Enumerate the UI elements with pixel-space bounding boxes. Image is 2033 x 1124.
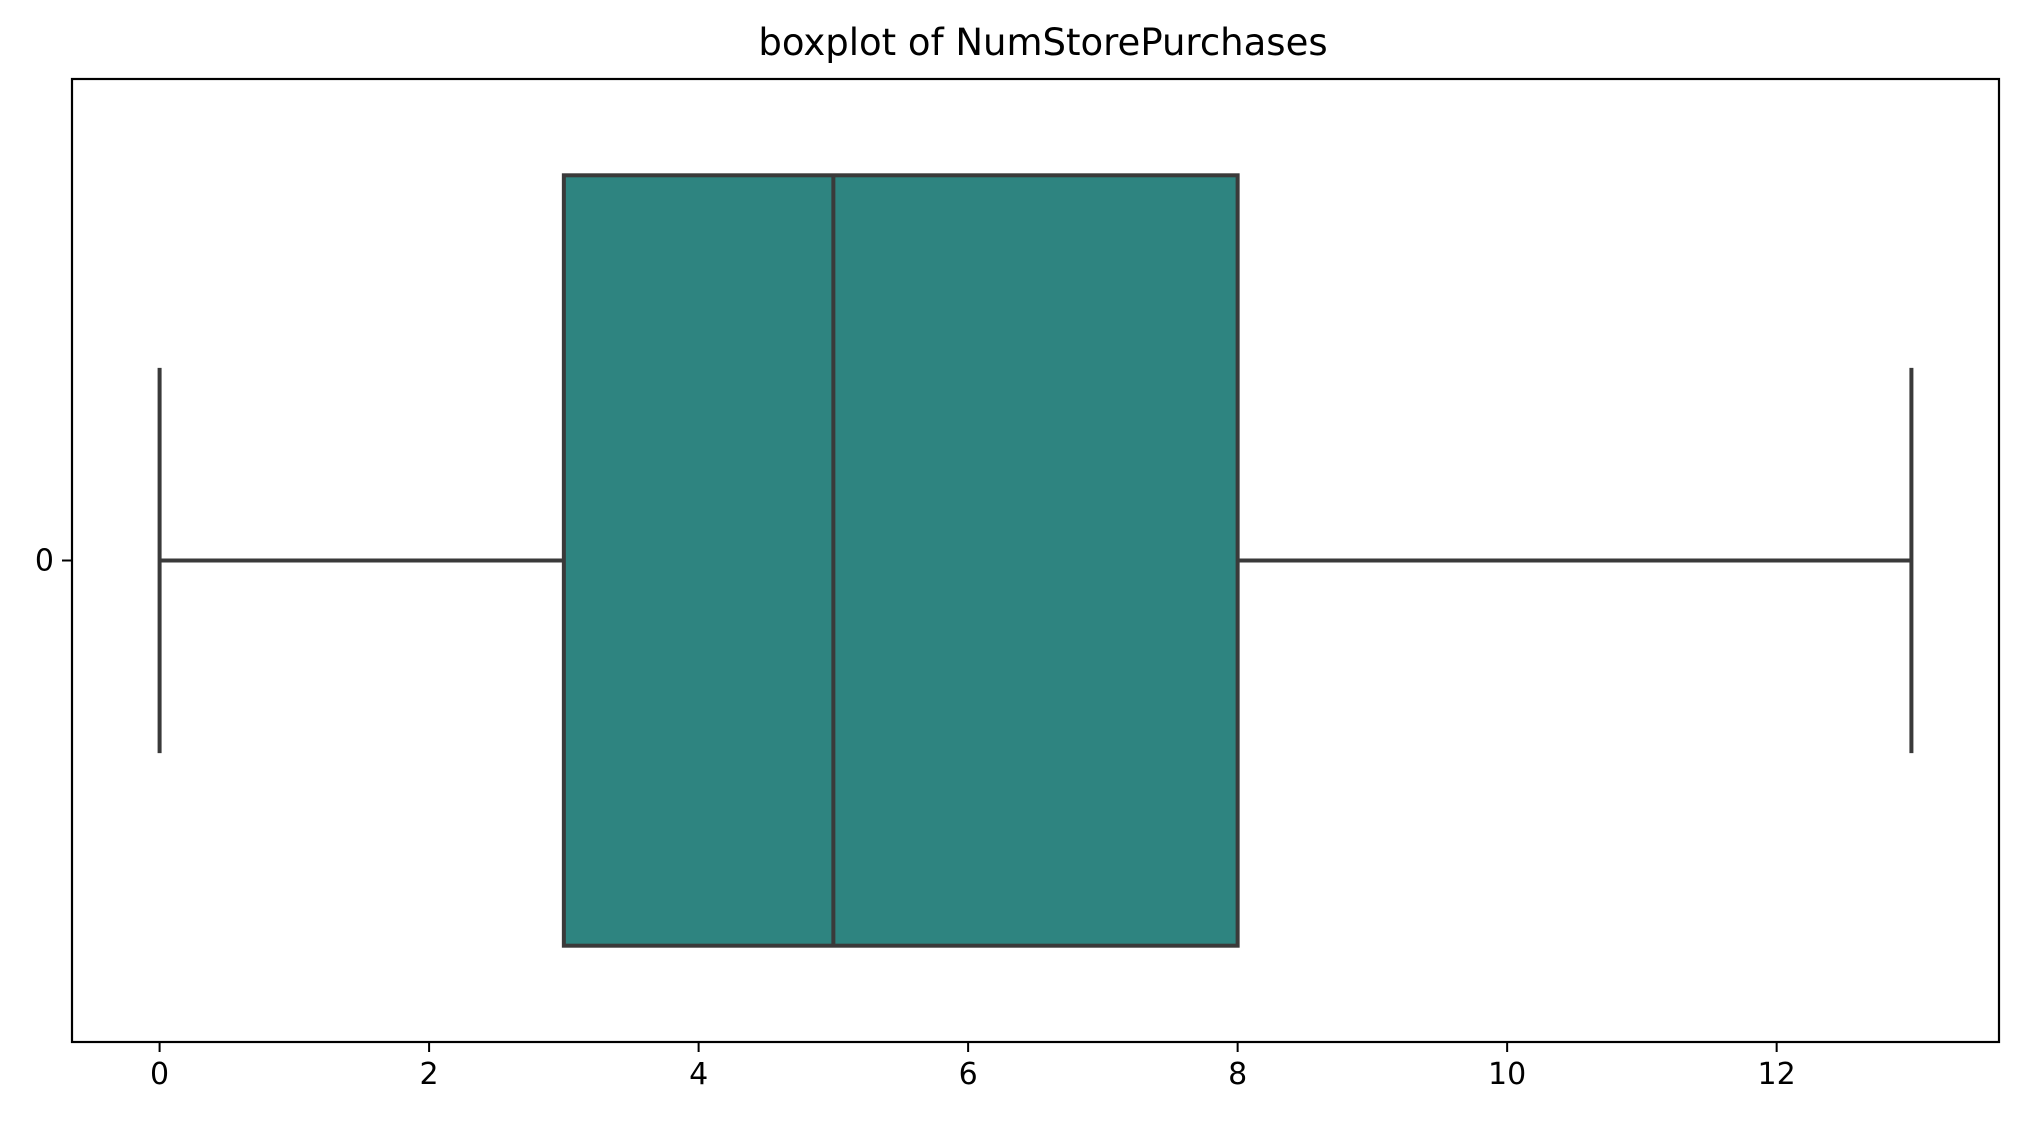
y-axis: 0 xyxy=(35,544,72,579)
x-axis: 0 2 4 6 8 10 12 xyxy=(150,1042,1796,1092)
x-tick-label: 8 xyxy=(1228,1057,1247,1092)
x-tick-label: 12 xyxy=(1758,1057,1796,1092)
box-iqr xyxy=(561,173,1240,948)
y-tick-label: 0 xyxy=(35,544,54,579)
chart-title: boxplot of NumStorePurchases xyxy=(758,21,1327,64)
x-tick-label: 4 xyxy=(689,1057,708,1092)
plot-area xyxy=(157,173,1914,948)
x-tick-label: 0 xyxy=(150,1057,169,1092)
x-tick-label: 2 xyxy=(420,1057,439,1092)
x-tick-label: 10 xyxy=(1488,1057,1526,1092)
x-tick-label: 6 xyxy=(959,1057,978,1092)
